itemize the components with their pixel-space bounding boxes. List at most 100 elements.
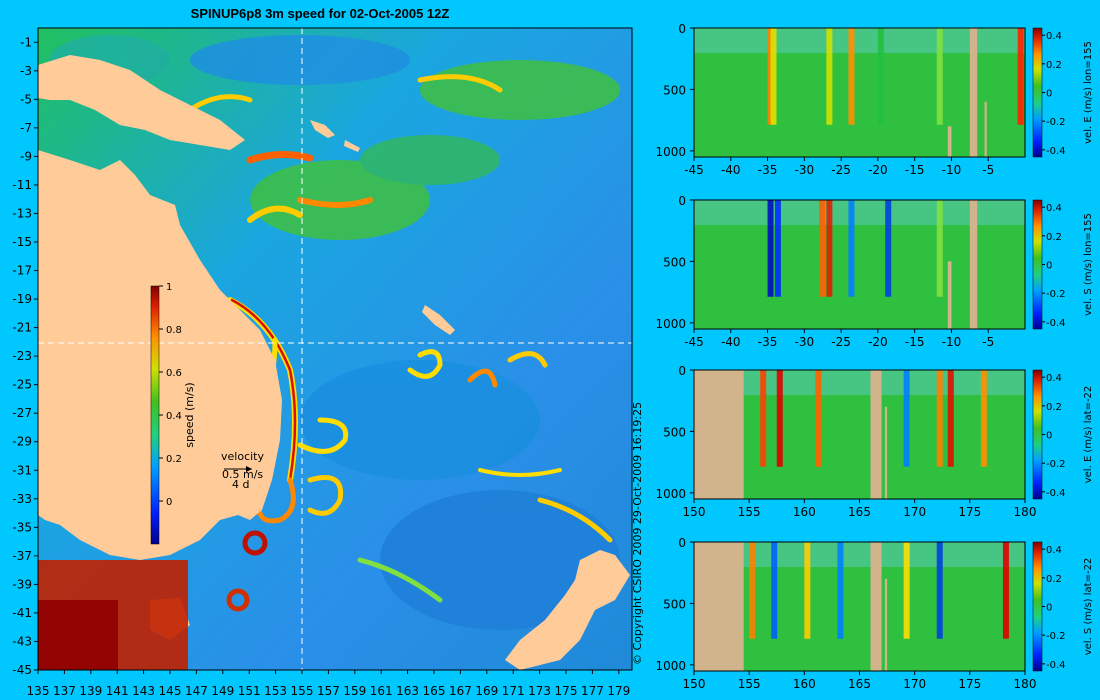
section-3-velocity-band [980, 370, 987, 467]
map-y-tick-label: -1 [20, 35, 32, 49]
section-2-bathymetry [969, 200, 978, 329]
section-2-colorbar-tick-label: 0.4 [1046, 203, 1062, 214]
land-new-zealand [505, 550, 630, 670]
map-y-tick-label: -11 [12, 178, 32, 192]
eddy-2 [226, 588, 250, 612]
map-x-tick-label: 161 [370, 684, 393, 698]
map-colorbar-ticks: 1 0.8 0.6 0.4 0.2 0 [159, 282, 182, 508]
section-4-bathymetry [884, 578, 888, 671]
section-3-y-tick-label: 1000 [655, 487, 686, 501]
section-2-y-tick-label: 0 [678, 194, 686, 208]
section-1-y-tick-label: 500 [663, 83, 686, 97]
section-3-colorbar-label: vel. E (m/s) lat=-22 [1083, 386, 1094, 484]
map-y-tick-label: -23 [12, 349, 32, 363]
section-2-x-tick-label: -45 [684, 335, 704, 349]
section-1-colorbar-tick-label: -0.4 [1046, 146, 1066, 157]
section-1-x-tick-label: -5 [982, 163, 994, 177]
section-2-velocity-band [848, 200, 855, 297]
copyright-notice: © Copyright CSIRO 2009 29-Oct-2009 16:19… [631, 401, 644, 665]
section-1-field [694, 28, 1025, 157]
map-colorbar: 1 0.8 0.6 0.4 0.2 0 speed (m/s) [150, 282, 196, 545]
section-1-bathymetry [947, 126, 952, 157]
section-1-colorbar-label: vel. E (m/s) lon=155 [1083, 41, 1094, 144]
map-x-tick-label: 179 [607, 684, 630, 698]
map-x-tick-label: 177 [581, 684, 604, 698]
section-2-colorbar-tick-label: 0.2 [1046, 232, 1062, 243]
section-3-x-tick-label: 155 [738, 505, 761, 519]
map-y-tick-label: -33 [12, 492, 32, 506]
section-4-velocity-band [749, 542, 756, 639]
map-y-tick-label: -3 [20, 64, 32, 78]
section-4-x-tick-label: 175 [958, 677, 981, 691]
section-2-velocity-band [885, 200, 892, 297]
section-3-bathymetry [884, 406, 888, 499]
section-4-field [694, 542, 1025, 671]
map-y-tick-label: -9 [20, 149, 32, 163]
section-3-y-tick-label: 500 [663, 425, 686, 439]
section-3-velocity-band [760, 370, 767, 467]
section-4: 150 155 160 165 170 175 180 0 500 1000 0.4 0.2 0 -0.2… [655, 536, 1094, 691]
section-4-colorbar-tick-label: 0.4 [1046, 545, 1062, 556]
section-1-y-tick-label: 1000 [655, 145, 686, 159]
section-3-colorbar-tick-label: -0.4 [1046, 488, 1066, 499]
section-1-colorbar-tick-label: -0.2 [1046, 117, 1066, 128]
section-2-x-tick-label: -20 [868, 335, 888, 349]
section-1-x-tick-label: -45 [684, 163, 704, 177]
map-x-ticks: 135 137 139 141 143 145 147 149 151 153 155 157 159 1… [27, 670, 630, 698]
section-3-x-tick-label: 175 [958, 505, 981, 519]
section-2-velocity-band [774, 200, 781, 297]
map-colorbar-tick-label: 0.2 [166, 454, 182, 465]
section-4-velocity-band [1002, 542, 1009, 639]
land-australia [38, 150, 282, 560]
section-1-bathymetry [969, 28, 978, 157]
land-solomons [310, 120, 360, 152]
map-y-tick-label: -5 [20, 92, 32, 106]
section-3-colorbar-tick-label: 0.2 [1046, 402, 1062, 413]
map-y-tick-label: -41 [12, 606, 32, 620]
map-x-tick-label: 135 [27, 684, 50, 698]
section-3-x-tick-label: 170 [903, 505, 926, 519]
velocity-key-speed: 0.5 m/s [222, 468, 263, 481]
map-panel: 135 137 139 141 143 145 147 149 151 153 155 157 159 1… [12, 27, 633, 698]
section-3: 150 155 160 165 170 175 180 0 500 1000 0.4 0.2 0 -0.2… [655, 364, 1094, 519]
section-2-x-tick-label: -10 [942, 335, 962, 349]
section-3-colorbar [1032, 369, 1043, 500]
section-3-bathymetry [870, 370, 882, 499]
section-4-y-tick-label: 500 [663, 597, 686, 611]
section-2-y-tick-label: 1000 [655, 317, 686, 331]
map-x-tick-label: 139 [79, 684, 102, 698]
section-4-x-tick-label: 160 [793, 677, 816, 691]
map-y-tick-label: -15 [12, 235, 32, 249]
section-2-x-tick-label: -40 [721, 335, 741, 349]
section-4-bathymetry [694, 542, 744, 671]
velocity-key: velocity 0.5 m/s 4 d [221, 450, 264, 491]
section-2-velocity-band [826, 200, 833, 297]
section-1-x-tick-label: -40 [721, 163, 741, 177]
map-x-tick-label: 151 [238, 684, 261, 698]
section-2-velocity-band [819, 200, 826, 297]
section-2-colorbar-tick-label: -0.4 [1046, 318, 1066, 329]
section-3-colorbar-tick-label: 0 [1046, 431, 1052, 442]
section-2-velocity-band [936, 200, 943, 297]
map-y-tick-label: -43 [12, 634, 32, 648]
section-2-x-tick-label: -15 [905, 335, 925, 349]
section-2-x-tick-label: -30 [795, 335, 815, 349]
section-2-bathymetry [947, 261, 952, 329]
section-4-x-tick-label: 170 [903, 677, 926, 691]
section-2: -45 -40 -35 -30 -25 -20 -15 -10 -5 0 500 1000 0.4 0.2… [655, 194, 1094, 349]
section-1: -45 -40 -35 -30 -25 -20 -15 -10 -5 0 500 1000 0.4 0.2… [655, 22, 1094, 177]
map-x-tick-label: 149 [211, 684, 234, 698]
section-4-x-tick-label: 155 [738, 677, 761, 691]
map-colorbar-tick-label: 0.4 [166, 411, 182, 422]
current-jets [187, 74, 613, 603]
section-1-x-tick-label: -35 [758, 163, 778, 177]
section-3-velocity-band [903, 370, 910, 467]
map-x-tick-label: 145 [159, 684, 182, 698]
section-4-colorbar-tick-label: 0 [1046, 603, 1052, 614]
section-2-velocity-band [767, 200, 774, 297]
land-new-guinea [38, 55, 245, 150]
map-x-tick-label: 167 [449, 684, 472, 698]
map-x-tick-label: 155 [291, 684, 314, 698]
map-x-tick-label: 165 [423, 684, 446, 698]
section-3-x-tick-label: 180 [1014, 505, 1037, 519]
